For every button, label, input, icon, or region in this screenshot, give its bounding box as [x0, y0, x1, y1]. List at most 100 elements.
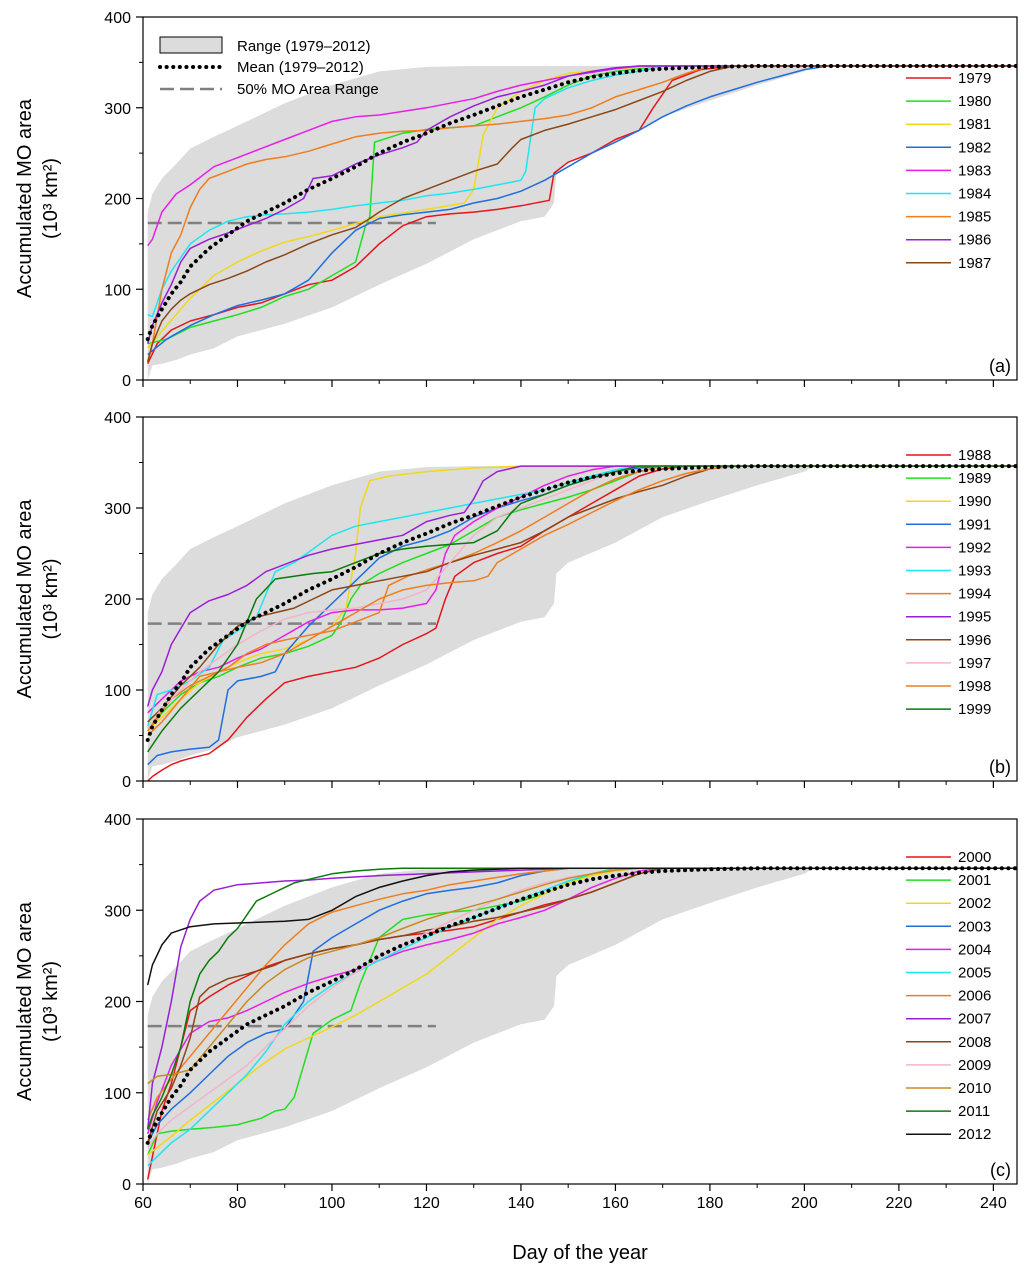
y-tick-label: 200 [104, 192, 131, 209]
plot-area [145, 464, 1017, 781]
legend-label-2011: 2011 [958, 1103, 990, 1120]
x-tick-label: 220 [886, 1195, 913, 1212]
series-line-1989 [147, 465, 1017, 732]
panel-label: (b) [989, 757, 1011, 777]
series-line-1986 [146, 65, 1017, 344]
legend-label-1985: 1985 [958, 209, 991, 226]
legend-label-1992: 1992 [958, 539, 991, 556]
series-line-1987 [146, 65, 1017, 363]
series-line-1982 [147, 65, 1017, 356]
series-line-1994 [147, 465, 1017, 732]
series-line-2002 [147, 867, 1017, 1156]
legend-label-2009: 2009 [958, 1057, 991, 1074]
x-tick-label: 120 [413, 1195, 440, 1212]
y-tick-label: 300 [104, 903, 131, 920]
legend-label-1991: 1991 [958, 516, 991, 533]
x-tick-label: 180 [697, 1195, 724, 1212]
legend-range-swatch [159, 36, 223, 54]
series-line-1997 [147, 465, 1017, 729]
legend-label-2001: 2001 [958, 872, 991, 889]
panel-label: (a) [989, 356, 1011, 376]
legend-label-1996: 1996 [958, 632, 991, 649]
legend-range-label: Range (1979–2012) [237, 38, 370, 55]
x-tick-label: 160 [602, 1195, 629, 1212]
legend-mean-label: Mean (1979–2012) [237, 59, 364, 76]
series-line-1998 [147, 465, 1017, 737]
legend-label-1984: 1984 [958, 186, 991, 203]
y-tick-label: 400 [104, 812, 131, 829]
range-band [147, 466, 1017, 781]
y-tick-label: 200 [104, 592, 131, 609]
series-line-1992 [147, 465, 1017, 714]
series-line-2012 [146, 867, 1017, 986]
series-line-1984 [147, 65, 1017, 318]
legend-label-2000: 2000 [958, 849, 991, 866]
y-axis-label: Accumulated MO area [14, 901, 36, 1101]
legend-label-1986: 1986 [958, 232, 991, 249]
y-axis-units: (10³ km²) [40, 961, 62, 1042]
legend-label-1980: 1980 [958, 93, 991, 110]
series-line-2005 [147, 867, 1017, 1167]
legend-label-2012: 2012 [958, 1126, 991, 1143]
series-line-2006 [147, 867, 1017, 1121]
y-tick-label: 200 [104, 995, 131, 1012]
legend-label-2005: 2005 [958, 965, 991, 982]
series-line-2011 [146, 867, 1017, 1130]
y-tick-label: 100 [104, 1086, 131, 1103]
y-axis-units: (10³ km²) [40, 558, 62, 639]
y-tick-label: 100 [104, 683, 131, 700]
legend-label-1981: 1981 [958, 116, 991, 133]
legend-label-1990: 1990 [958, 493, 991, 510]
series-line-1999 [147, 465, 1017, 753]
panel-c: 0 100 200 300 400 60 80 100 120 140 160 180 200 220 24… [14, 812, 1018, 1212]
legend-label-2008: 2008 [958, 1034, 991, 1051]
legend-label-1989: 1989 [958, 470, 991, 487]
legend-label-2006: 2006 [958, 988, 991, 1005]
x-axis-label: Day of the year [512, 1242, 648, 1264]
series-line-2004 [146, 867, 1017, 1135]
series-line-2010 [147, 867, 1017, 1085]
series-line-2003 [147, 867, 1017, 1144]
legend-label-1987: 1987 [958, 255, 991, 272]
legend-label-1982: 1982 [958, 139, 991, 156]
series-line-2007 [146, 867, 1017, 1130]
legend-label-2002: 2002 [958, 895, 991, 912]
range-band [147, 868, 1017, 1184]
legend-label-1993: 1993 [958, 563, 991, 580]
panel-a: 0 100 200 300 400 Accumulated MO area (10³ km²… [14, 10, 1018, 390]
y-tick-label: 400 [104, 410, 131, 427]
series-line-1995 [146, 465, 1017, 707]
legend-label-1983: 1983 [958, 162, 991, 179]
legend-label-2007: 2007 [958, 1011, 991, 1028]
x-tick-label: 60 [134, 1195, 152, 1212]
series-line-1988 [147, 465, 1017, 781]
x-tick-label: 140 [508, 1195, 535, 1212]
legend-label-2004: 2004 [958, 941, 991, 958]
mean-line [145, 464, 1017, 742]
series-line-1979 [147, 65, 1017, 365]
mean-line [145, 866, 1017, 1145]
y-axis-label: Accumulated MO area [14, 98, 36, 298]
legend-label-1998: 1998 [958, 678, 991, 695]
range-legend: Range (1979–2012) Mean (1979–2012) 50% MO … [158, 36, 379, 98]
plot-area [145, 866, 1017, 1184]
x-tick-label: 100 [319, 1195, 346, 1212]
y-tick-label: 0 [122, 774, 131, 791]
legend-label-1994: 1994 [958, 586, 991, 603]
y-tick-label: 400 [104, 10, 131, 27]
x-tick-label: 80 [229, 1195, 247, 1212]
legend-label-1988: 1988 [958, 447, 991, 464]
y-tick-label: 300 [104, 101, 131, 118]
y-tick-label: 0 [122, 373, 131, 390]
legend-label-2010: 2010 [958, 1080, 991, 1097]
y-tick-label: 100 [104, 282, 131, 299]
plot-area [145, 64, 1017, 380]
legend-label-1999: 1999 [958, 701, 991, 718]
y-axis-units: (10³ km²) [40, 158, 62, 239]
y-axis-label: Accumulated MO area [14, 499, 36, 699]
range-band [147, 66, 1017, 380]
series-line-1980 [147, 65, 1017, 345]
legend-label-1995: 1995 [958, 609, 991, 626]
legend-label-1997: 1997 [958, 655, 991, 672]
